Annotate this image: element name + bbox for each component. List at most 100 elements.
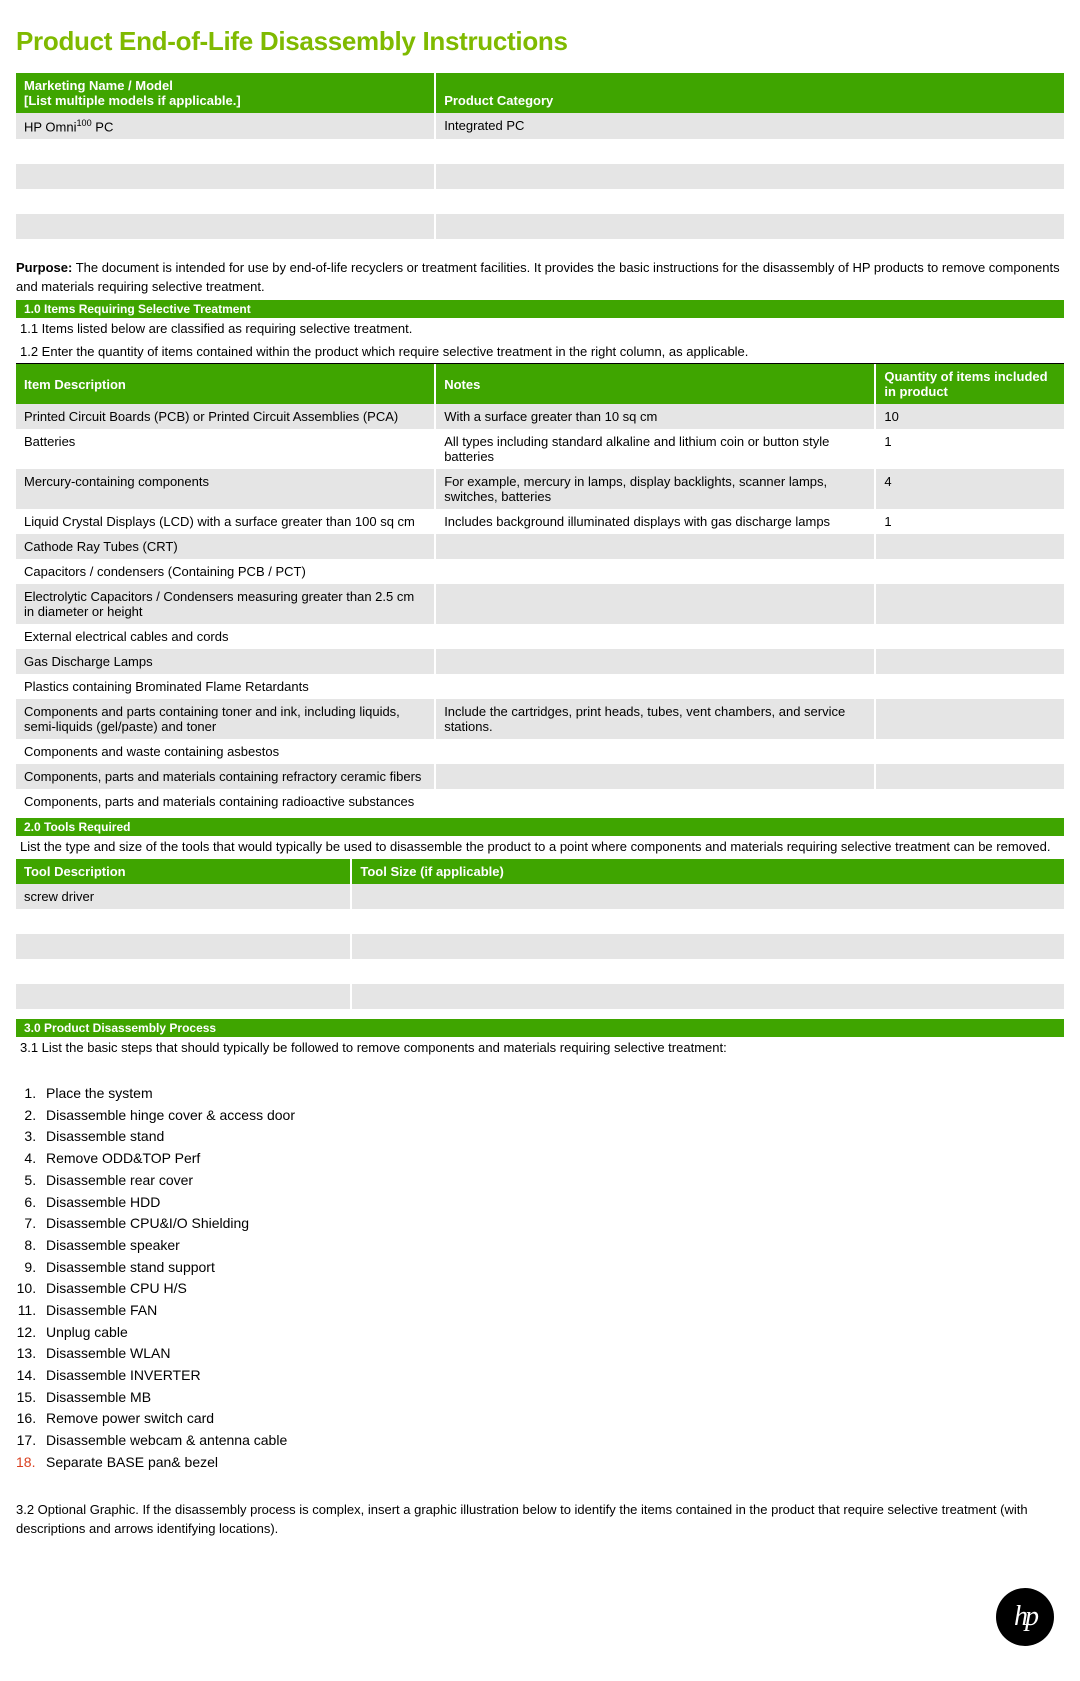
step-item: Disassemble INVERTER xyxy=(40,1365,1064,1387)
table-cell: Mercury-containing components xyxy=(16,469,435,509)
table-cell xyxy=(875,699,1064,739)
table-row xyxy=(16,214,1064,239)
items-table: Item DescriptionNotesQuantity of items i… xyxy=(16,364,1064,814)
table-cell: Components and waste containing asbestos xyxy=(16,739,435,764)
table-row: Electrolytic Capacitors / Condensers mea… xyxy=(16,584,1064,624)
table-cell: All types including standard alkaline an… xyxy=(435,429,875,469)
table-cell xyxy=(16,959,351,984)
tools-table: Tool DescriptionTool Size (if applicable… xyxy=(16,859,1064,1009)
table-cell: For example, mercury in lamps, display b… xyxy=(435,469,875,509)
table-row xyxy=(16,959,1064,984)
step-item: Disassemble stand xyxy=(40,1126,1064,1148)
model-cell xyxy=(16,214,435,239)
step-item: Disassemble hinge cover & access door xyxy=(40,1105,1064,1127)
disassembly-steps: Place the systemDisassemble hinge cover … xyxy=(16,1083,1064,1473)
table-cell: 1 xyxy=(875,509,1064,534)
table-cell: 10 xyxy=(875,404,1064,429)
table-cell xyxy=(16,984,351,1009)
th-marketing: Marketing Name / Model [List multiple mo… xyxy=(16,73,435,113)
table-cell xyxy=(875,559,1064,584)
table-row: Components and parts containing toner an… xyxy=(16,699,1064,739)
table-cell: Gas Discharge Lamps xyxy=(16,649,435,674)
table-cell: Printed Circuit Boards (PCB) or Printed … xyxy=(16,404,435,429)
column-header: Quantity of items included in product xyxy=(875,364,1064,404)
table-row: Cathode Ray Tubes (CRT) xyxy=(16,534,1064,559)
marketing-model-table: Marketing Name / Model [List multiple mo… xyxy=(16,73,1064,239)
column-header: Notes xyxy=(435,364,875,404)
model-cell xyxy=(16,164,435,189)
section-3-bar: 3.0 Product Disassembly Process xyxy=(16,1019,1064,1037)
step-item: Disassemble webcam & antenna cable xyxy=(40,1430,1064,1452)
table-cell: Components and parts containing toner an… xyxy=(16,699,435,739)
step-item: Disassemble rear cover xyxy=(40,1170,1064,1192)
table-cell xyxy=(435,559,875,584)
section-2-bar: 2.0 Tools Required xyxy=(16,818,1064,836)
step-item: Disassemble CPU H/S xyxy=(40,1278,1064,1300)
purpose-label: Purpose: xyxy=(16,260,72,275)
section-1-note-2: 1.2 Enter the quantity of items containe… xyxy=(16,341,1064,364)
table-row: Components and waste containing asbestos xyxy=(16,739,1064,764)
table-cell xyxy=(435,789,875,814)
section-1-bar: 1.0 Items Requiring Selective Treatment xyxy=(16,300,1064,318)
table-cell: Capacitors / condensers (Containing PCB … xyxy=(16,559,435,584)
category-cell xyxy=(435,139,1064,164)
table-row: BatteriesAll types including standard al… xyxy=(16,429,1064,469)
table-row: External electrical cables and cords xyxy=(16,624,1064,649)
step-item: Unplug cable xyxy=(40,1322,1064,1344)
table-cell xyxy=(351,959,1064,984)
table-cell: Includes background illuminated displays… xyxy=(435,509,875,534)
category-cell: Integrated PC xyxy=(435,113,1064,139)
section-3-note-31: 3.1 List the basic steps that should typ… xyxy=(16,1037,1064,1060)
table-cell xyxy=(351,909,1064,934)
table-cell: Include the cartridges, print heads, tub… xyxy=(435,699,875,739)
table-row xyxy=(16,934,1064,959)
table-row: HP Omni100 PCIntegrated PC xyxy=(16,113,1064,139)
step-item: 18. Separate BASE pan& bezel xyxy=(40,1452,1064,1474)
step-item: Remove ODD&TOP Perf xyxy=(40,1148,1064,1170)
section-2-note: List the type and size of the tools that… xyxy=(16,836,1064,859)
model-cell: HP Omni100 PC xyxy=(16,113,435,139)
table-row: Printed Circuit Boards (PCB) or Printed … xyxy=(16,404,1064,429)
table-cell xyxy=(875,739,1064,764)
hp-logo-icon: hp xyxy=(996,1588,1054,1646)
table-row xyxy=(16,164,1064,189)
column-header: Tool Size (if applicable) xyxy=(351,859,1064,884)
table-cell: With a surface greater than 10 sq cm xyxy=(435,404,875,429)
table-cell xyxy=(875,649,1064,674)
table-cell: screw driver xyxy=(16,884,351,909)
column-header: Tool Description xyxy=(16,859,351,884)
table-cell xyxy=(435,584,875,624)
table-cell xyxy=(875,534,1064,559)
table-cell xyxy=(16,934,351,959)
table-cell xyxy=(351,934,1064,959)
table-cell xyxy=(875,584,1064,624)
table-row: screw driver xyxy=(16,884,1064,909)
purpose-paragraph: Purpose: The document is intended for us… xyxy=(16,259,1064,295)
table-cell xyxy=(435,649,875,674)
table-cell xyxy=(435,624,875,649)
table-row: Gas Discharge Lamps xyxy=(16,649,1064,674)
column-header: Item Description xyxy=(16,364,435,404)
table-cell xyxy=(435,764,875,789)
model-cell xyxy=(16,139,435,164)
table-cell xyxy=(435,674,875,699)
table-cell: Components, parts and materials containi… xyxy=(16,789,435,814)
table-cell xyxy=(351,984,1064,1009)
table-cell xyxy=(875,674,1064,699)
model-cell xyxy=(16,189,435,214)
table-row: Components, parts and materials containi… xyxy=(16,764,1064,789)
table-cell: Electrolytic Capacitors / Condensers mea… xyxy=(16,584,435,624)
step-item: Place the system xyxy=(40,1083,1064,1105)
step-item: Disassemble CPU&I/O Shielding xyxy=(40,1213,1064,1235)
table-cell xyxy=(875,764,1064,789)
step-item: Disassemble MB xyxy=(40,1387,1064,1409)
step-item: Disassemble FAN xyxy=(40,1300,1064,1322)
table-row: Capacitors / condensers (Containing PCB … xyxy=(16,559,1064,584)
table-cell: Liquid Crystal Displays (LCD) with a sur… xyxy=(16,509,435,534)
category-cell xyxy=(435,164,1064,189)
table-cell: 1 xyxy=(875,429,1064,469)
table-row xyxy=(16,909,1064,934)
table-cell xyxy=(875,624,1064,649)
table-row: Components, parts and materials containi… xyxy=(16,789,1064,814)
table-cell xyxy=(435,534,875,559)
